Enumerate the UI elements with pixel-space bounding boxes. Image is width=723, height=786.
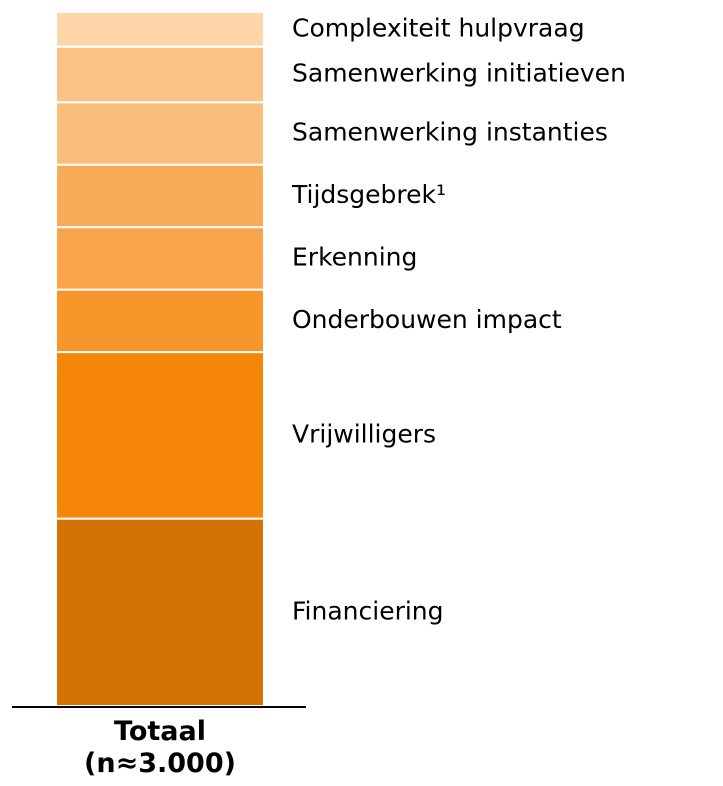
bar-segment — [55, 163, 265, 229]
category-label: Totaal (n≈3.000) — [84, 716, 236, 779]
segment-label: Samenwerking initiatieven — [292, 58, 626, 87]
bar-segment — [55, 101, 265, 166]
bar-segment — [55, 11, 265, 48]
bar-segment — [55, 517, 265, 707]
bar-segment — [55, 351, 265, 520]
segment-label: Financiering — [292, 596, 444, 625]
bar-segment — [55, 45, 265, 104]
segment-label: Complexiteit hulpvraag — [292, 13, 585, 42]
segment-label: Samenwerking instanties — [292, 117, 608, 146]
segment-label: Onderbouwen impact — [292, 305, 562, 334]
segment-label: Tijdsgebrek¹ — [291, 180, 446, 209]
segment-label: Vrijwilligers — [292, 419, 436, 448]
bar-segment — [55, 288, 265, 354]
bar-segment — [55, 226, 265, 291]
segment-label: Erkenning — [292, 242, 417, 271]
